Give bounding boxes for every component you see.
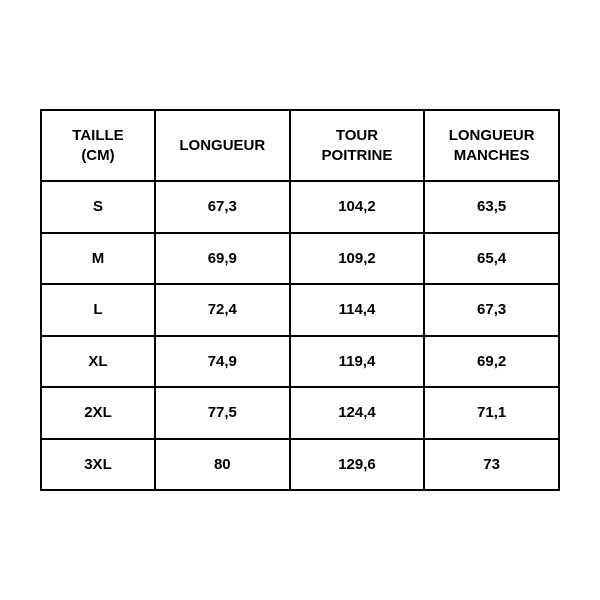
size-table: TAILLE (CM) LONGUEUR TOUR POITRINE LONGU… [40, 109, 560, 491]
cell-tour-poitrine: 124,4 [290, 387, 425, 439]
cell-taille: L [41, 284, 155, 336]
cell-longueur-manches: 69,2 [424, 336, 559, 388]
cell-taille: M [41, 233, 155, 285]
cell-longueur-manches: 65,4 [424, 233, 559, 285]
table-row: S 67,3 104,2 63,5 [41, 181, 559, 233]
table-row: 3XL 80 129,6 73 [41, 439, 559, 491]
cell-taille: S [41, 181, 155, 233]
col-header-longueur: LONGUEUR [155, 110, 290, 181]
cell-longueur: 67,3 [155, 181, 290, 233]
cell-tour-poitrine: 114,4 [290, 284, 425, 336]
cell-longueur: 69,9 [155, 233, 290, 285]
table-row: M 69,9 109,2 65,4 [41, 233, 559, 285]
cell-tour-poitrine: 119,4 [290, 336, 425, 388]
cell-longueur: 72,4 [155, 284, 290, 336]
cell-tour-poitrine: 109,2 [290, 233, 425, 285]
col-header-longueur-manches: LONGUEUR MANCHES [424, 110, 559, 181]
cell-longueur: 74,9 [155, 336, 290, 388]
cell-taille: 3XL [41, 439, 155, 491]
cell-longueur: 77,5 [155, 387, 290, 439]
table-row: 2XL 77,5 124,4 71,1 [41, 387, 559, 439]
table-header-row: TAILLE (CM) LONGUEUR TOUR POITRINE LONGU… [41, 110, 559, 181]
table-row: L 72,4 114,4 67,3 [41, 284, 559, 336]
cell-longueur-manches: 63,5 [424, 181, 559, 233]
cell-taille: 2XL [41, 387, 155, 439]
cell-tour-poitrine: 104,2 [290, 181, 425, 233]
table-row: XL 74,9 119,4 69,2 [41, 336, 559, 388]
size-table-container: TAILLE (CM) LONGUEUR TOUR POITRINE LONGU… [40, 109, 560, 491]
cell-tour-poitrine: 129,6 [290, 439, 425, 491]
col-header-tour-poitrine: TOUR POITRINE [290, 110, 425, 181]
cell-longueur-manches: 67,3 [424, 284, 559, 336]
cell-taille: XL [41, 336, 155, 388]
cell-longueur: 80 [155, 439, 290, 491]
cell-longueur-manches: 73 [424, 439, 559, 491]
cell-longueur-manches: 71,1 [424, 387, 559, 439]
col-header-taille: TAILLE (CM) [41, 110, 155, 181]
